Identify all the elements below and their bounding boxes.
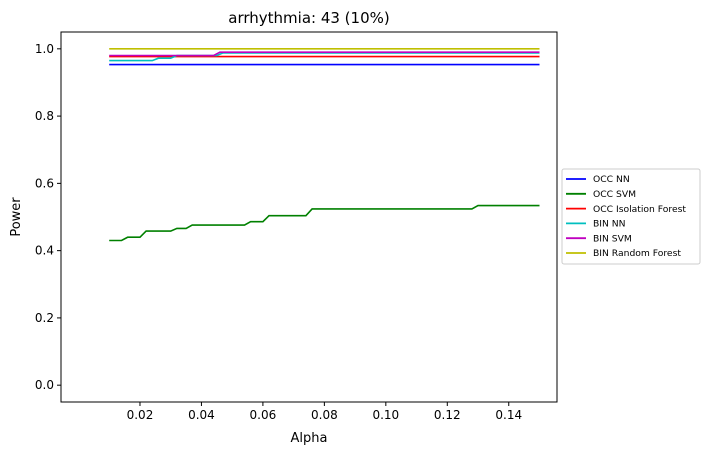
chart-title: arrhythmia: 43 (10%) bbox=[228, 9, 389, 27]
series-line-2 bbox=[109, 204, 540, 242]
y-tick-label: 0.6 bbox=[35, 176, 54, 190]
series-line-5 bbox=[109, 51, 540, 57]
x-axis-ticks: 0.02 0.04 0.06 0.08 0.10 0.12 0.14 bbox=[127, 402, 522, 422]
x-axis-label: Alpha bbox=[291, 431, 328, 446]
legend-label: OCC NN bbox=[593, 174, 630, 185]
x-tick-label: 0.10 bbox=[372, 408, 399, 422]
legend-frame bbox=[561, 168, 701, 265]
series-line-4 bbox=[109, 52, 540, 62]
y-tick-label: 0.2 bbox=[35, 311, 54, 325]
x-tick-label: 0.06 bbox=[250, 408, 277, 422]
legend: OCC NN OCC SVM OCC Isolation Forest BIN NN B… bbox=[561, 168, 701, 265]
y-tick-label: 0.4 bbox=[35, 244, 54, 258]
legend-label: OCC SVM bbox=[593, 189, 636, 200]
legend-label: BIN Random Forest bbox=[593, 248, 681, 259]
y-axis-ticks: 0.0 0.2 0.4 0.6 0.8 1.0 bbox=[35, 42, 61, 392]
y-tick-label: 0.0 bbox=[35, 378, 54, 392]
x-tick-label: 0.12 bbox=[434, 408, 461, 422]
legend-label: OCC Isolation Forest bbox=[593, 204, 686, 215]
x-tick-label: 0.04 bbox=[188, 408, 215, 422]
x-tick-label: 0.14 bbox=[495, 408, 522, 422]
plot-lines bbox=[109, 48, 540, 242]
legend-label: BIN SVM bbox=[593, 233, 632, 244]
x-tick-label: 0.08 bbox=[311, 408, 338, 422]
x-tick-label: 0.02 bbox=[127, 408, 154, 422]
y-tick-label: 1.0 bbox=[35, 42, 54, 56]
y-tick-label: 0.8 bbox=[35, 109, 54, 123]
plot-frame bbox=[60, 31, 558, 403]
legend-label: BIN NN bbox=[593, 219, 626, 230]
y-axis-label: Power bbox=[9, 197, 24, 237]
